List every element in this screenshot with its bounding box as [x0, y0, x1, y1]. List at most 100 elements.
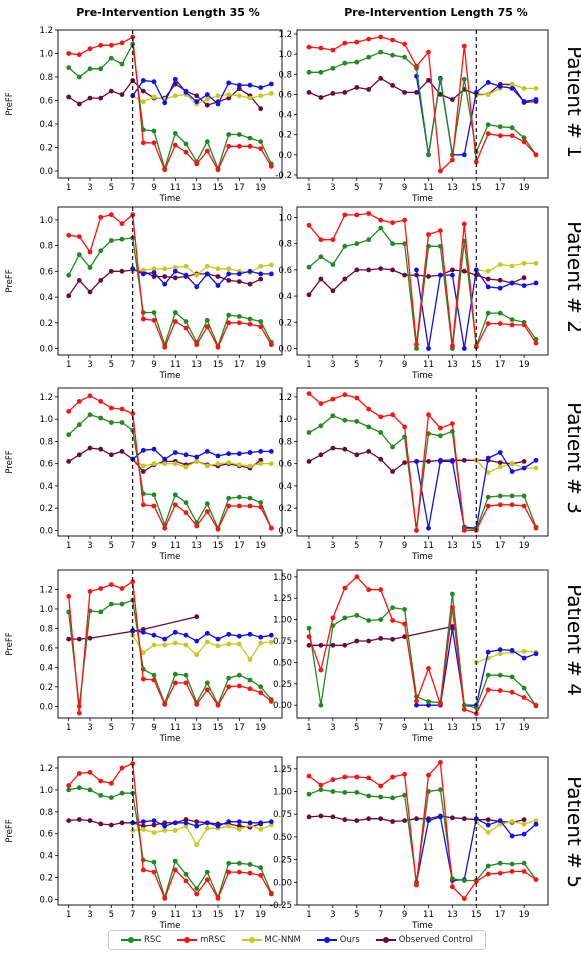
panel-1-left-point-observed-control	[87, 95, 93, 101]
panel-3-left-point-mc-nnm	[140, 463, 146, 469]
panel-1-right-point-rsc	[509, 125, 515, 131]
panel-1-right-point-observed-control	[366, 87, 372, 92]
panel-4-left-point-mrsc	[204, 687, 210, 693]
panel-5-right-point-mrsc	[306, 773, 312, 779]
panel-4-right-ytick-label: 0.75	[273, 637, 292, 647]
panel-2-right-xtick-label: 19	[519, 360, 530, 370]
panel-1-right-point-mrsc	[509, 133, 515, 139]
panel-1-right-point-rsc	[318, 69, 324, 75]
panel-3-left-point-ours	[162, 456, 168, 462]
panel-1-right-point-observed-control	[402, 90, 407, 95]
panel-5-right-ytick-label: 1.25	[273, 765, 292, 775]
row-label-patient-4: Patient # 4	[563, 584, 581, 696]
panel-1-left-point-mrsc	[215, 167, 221, 173]
panel-3-right-point-mrsc	[426, 412, 431, 418]
panel-3-right-point-rsc	[318, 423, 324, 429]
panel-2-right-point-rsc	[485, 310, 491, 316]
panel-4-left-point-mrsc	[108, 582, 114, 587]
panel-1-left-xtick-label: 11	[170, 183, 181, 193]
panel-2-left-ytick-label: 0.0	[39, 345, 53, 355]
panel-3-right-point-ours	[426, 525, 431, 531]
panel-2-right-point-mrsc	[450, 343, 455, 349]
panel-5-right-point-rsc	[354, 790, 360, 795]
panel-4-left-point-rsc	[172, 671, 178, 677]
panel-4-left-point-ours	[247, 631, 253, 637]
panel-2-left-point-mrsc	[87, 249, 93, 255]
panel-4-right-point-mrsc	[497, 688, 503, 693]
panel-4-left-point-rsc	[119, 601, 125, 607]
legend-swatch-mrsc	[177, 936, 198, 944]
panel-2-left-series-ours	[130, 266, 274, 290]
panel-5-right-xlabel: Time	[411, 921, 433, 931]
panel-1-left-point-mrsc	[76, 52, 82, 58]
panel-2-left-point-mrsc	[194, 342, 200, 348]
panel-4-left-series-mrsc	[66, 579, 274, 716]
panel-1-right-point-rsc	[402, 54, 407, 60]
panel-4-right-point-rsc	[521, 685, 527, 691]
panel-3-left-point-observed-control	[87, 445, 93, 451]
panel-1-right-point-mrsc	[461, 43, 467, 49]
panel-5-right-point-mrsc	[354, 774, 360, 780]
panel-1-left-point-ours	[172, 76, 178, 82]
panel-2-right-point-rsc	[354, 241, 360, 247]
panel-5-left-xtick-label: 1	[66, 910, 71, 920]
panel-4-right-point-mrsc	[414, 698, 419, 704]
panel-4-right-ytick-label: 0.50	[273, 658, 292, 668]
panel-5-right-xtick-label: 5	[354, 910, 359, 920]
panel-3-left-series-mc-nnm	[130, 456, 274, 470]
panel-3-left-point-observed-control	[258, 457, 264, 463]
panel-1-right-point-mrsc	[342, 40, 348, 46]
panel-1-left-xtick-label: 1	[66, 183, 71, 193]
panel-3-right-point-mc-nnm	[497, 464, 503, 470]
panel-4-right-point-mrsc	[521, 695, 527, 700]
panel-4-right-point-observed-control	[390, 636, 395, 642]
panel-4-right-point-ours	[497, 647, 503, 652]
panel-4-right-point-ours	[450, 625, 455, 631]
panel-5-left-xtick-label: 7	[130, 910, 135, 920]
panel-2-left-point-ours	[130, 266, 136, 272]
panel-5-right-point-ours	[521, 831, 527, 837]
panel-3-right-point-rsc	[521, 493, 527, 499]
panel-3-right-point-mrsc	[521, 503, 527, 509]
panel-2-left-point-rsc	[151, 310, 157, 315]
panel-2-left: 0.00.20.40.60.81.01 3 5 7 9 11 13 15 17 19TimePre…	[5, 206, 283, 381]
panel-2-left-xtick-label: 7	[130, 360, 135, 370]
panel-1-left-ytick-label: 0.4	[39, 120, 53, 130]
panel-5-left-point-rsc	[226, 860, 232, 866]
panel-2-right-point-observed-control	[390, 267, 395, 273]
panel-1-left-point-ours	[268, 81, 274, 87]
panel-1-right-point-mrsc	[438, 168, 443, 174]
legend-item-observed-control: Observed Control	[375, 935, 473, 945]
panel-3-left-point-ours	[140, 447, 146, 453]
panel-5-right-point-rsc	[509, 861, 515, 867]
panel-3-left-point-mc-nnm	[215, 461, 221, 467]
panel-4-left-point-mrsc	[258, 690, 264, 696]
panel-3-left-point-mrsc	[204, 509, 210, 514]
panel-5-left-xtick-label: 5	[109, 910, 114, 920]
panel-4-right-point-ours	[533, 651, 539, 657]
panel-2-right-xtick-label: 7	[378, 360, 383, 370]
panel-4-left-point-mrsc	[140, 676, 146, 682]
panel-1-left-point-ours	[236, 82, 242, 88]
panel-2-left-point-mc-nnm	[162, 266, 168, 272]
panel-4-left-point-mrsc	[236, 683, 242, 689]
panel-4-left-point-rsc	[108, 601, 114, 607]
panel-5-left-point-rsc	[258, 865, 264, 871]
panel-2-right-point-ours	[533, 280, 539, 286]
panel-4-right-point-observed-control	[318, 642, 324, 648]
panel-1-right-xtick-label: 13	[447, 183, 458, 193]
panel-2-right-point-mrsc	[366, 211, 372, 216]
panel-2-left-point-ours	[194, 284, 200, 290]
panel-5-right-point-mrsc	[378, 783, 384, 789]
panel-1-left-point-rsc	[76, 74, 82, 80]
panel-4-right-point-rsc	[473, 705, 479, 711]
panel-1-left-point-mrsc	[226, 143, 232, 149]
panel-3-left-point-rsc	[76, 422, 82, 428]
panel-2-left-point-observed-control	[236, 279, 242, 284]
panel-4-right: 0.000.250.500.751.001.251.501 3 5 7 9 11 13 15 1…	[273, 569, 549, 744]
panel-3-left-xtick-label: 11	[170, 541, 181, 551]
panel-1-left-ytick-label: 0.2	[39, 143, 53, 153]
panel-4-left-xtick-label: 5	[109, 723, 114, 733]
panel-3-left-xlabel: Time	[159, 552, 181, 562]
panel-2-left-point-observed-control	[215, 274, 221, 279]
